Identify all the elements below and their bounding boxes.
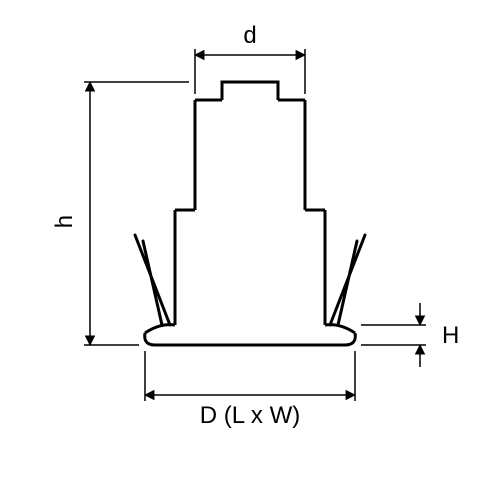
fixture-outline — [135, 82, 365, 345]
svg-text:d: d — [243, 22, 256, 49]
svg-text:D (L x W): D (L x W) — [200, 402, 300, 429]
svg-text:h: h — [51, 215, 78, 228]
svg-text:H: H — [442, 322, 459, 349]
dimension-diagram: d h D (L x W) H — [0, 0, 500, 500]
